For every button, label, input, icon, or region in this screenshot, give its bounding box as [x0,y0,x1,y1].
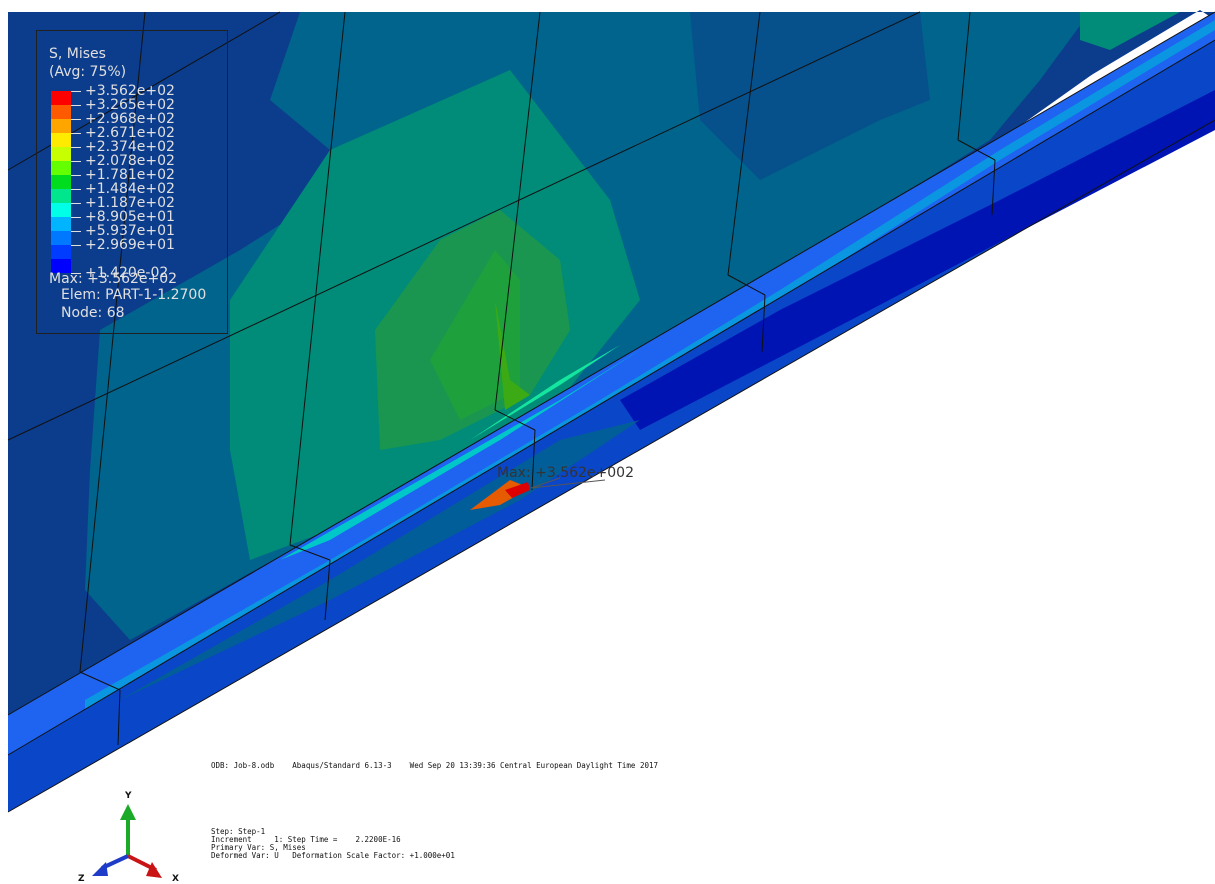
legend-tick [71,133,81,134]
legend-averaging: (Avg: 75%) [49,64,127,80]
legend-value: +8.905e+01 [85,209,175,225]
legend-value: +3.265e+02 [85,97,175,113]
legend-swatch [51,189,71,203]
legend-value: +1.781e+02 [85,167,175,183]
flange-side-deep [620,90,1215,430]
view-triad[interactable]: Y Z X [70,790,200,884]
legend-swatch [51,217,71,231]
legend-tick [71,231,81,232]
seagreen-region-2 [1080,12,1180,50]
legend-value: +2.968e+02 [85,111,175,127]
legend-value: +1.187e+02 [85,195,175,211]
legend-swatch [51,161,71,175]
increment-line: Increment 1: Step Time = 2.2200E-16 [211,835,401,844]
legend-swatch [51,259,71,273]
legend-tick [71,189,81,190]
deformed-var-line: Deformed Var: U Deformation Scale Factor… [211,851,455,860]
legend-value: +2.969e+01 [85,237,175,253]
teal-region-2 [270,12,560,150]
triad-axes-icon [92,804,162,878]
primary-var-line: Primary Var: S, Mises [211,843,306,852]
green-region-3 [495,300,530,410]
contour-legend[interactable]: S, Mises (Avg: 75%) +3.562e+02 +3.265e+02… [36,30,228,334]
legend-value: +2.671e+02 [85,125,175,141]
legend-value: +2.374e+02 [85,139,175,155]
legend-value: +1.484e+02 [85,181,175,197]
odb-info: ODB: Job-8.odb Abaqus/Standard 6.13-3 We… [211,761,659,770]
flange-side [8,40,1215,812]
legend-value: +3.562e+02 [85,83,175,99]
legend-tick [71,119,81,120]
legend-swatch [51,147,71,161]
legend-tick [71,203,81,204]
legend-title: S, Mises [49,46,106,62]
legend-swatch [51,91,71,105]
max-leader-line [530,479,606,489]
triad-y-label: Y [125,791,132,801]
triad-z-label: Z [78,874,85,884]
legend-tick [71,91,81,92]
legend-value: +5.937e+01 [85,223,175,239]
legend-max: Max: +3.562e+02 [49,271,178,287]
legend-node: Node: 68 [61,305,125,321]
green-region-2 [430,250,520,420]
hotspot-red [505,482,530,498]
legend-tick [71,273,81,274]
legend-elem: Elem: PART-1-1.2700 [61,287,207,303]
legend-swatch [51,119,71,133]
legend-swatch [51,203,71,217]
legend-swatch [51,245,71,259]
legend-value: +1.420e-02 [85,265,169,281]
legend-tick [71,217,81,218]
step-line: Step: Step-1 [211,827,266,836]
legend-tick [71,161,81,162]
max-leader-line-2 [530,477,561,489]
legend-swatch [51,133,71,147]
legend-value: +2.078e+02 [85,153,175,169]
flange-light [85,20,1215,710]
flange-top [8,12,1215,755]
triad-x-label: X [172,874,179,884]
legend-tick [71,175,81,176]
max-annotation: Max: +3.562e+002 [497,465,634,481]
legend-tick [71,105,81,106]
step-info: Step: Step-1 Increment 1: Step Time = 2.2… [211,828,455,860]
legend-tick [71,147,81,148]
mesh-lines [7,11,1215,813]
teal-region-3 [690,12,930,180]
legend-swatch [51,231,71,245]
legend-swatch [51,175,71,189]
legend-swatch [51,105,71,119]
legend-tick [71,245,81,246]
